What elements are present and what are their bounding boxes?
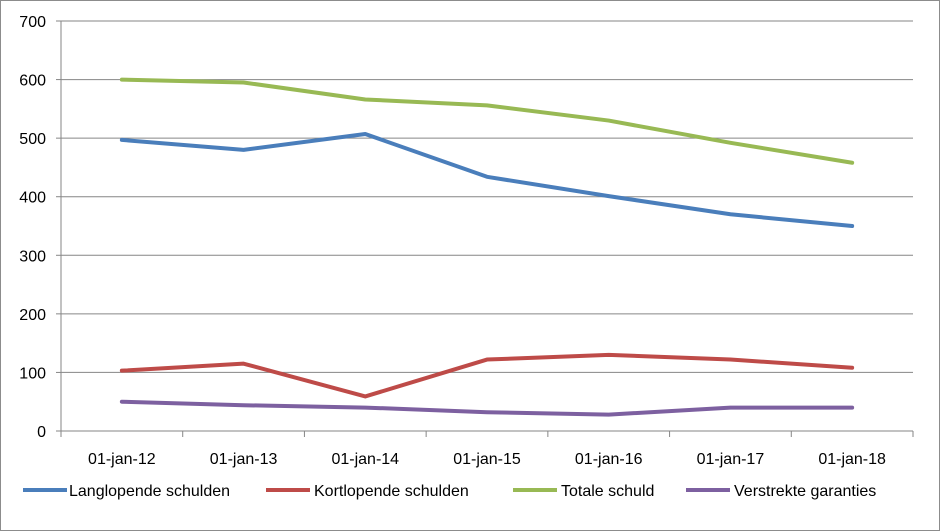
y-tick-label: 100 [19, 365, 46, 382]
x-tick-label: 01-jan-17 [697, 451, 765, 468]
legend-label: Verstrekte garanties [734, 483, 876, 500]
y-tick-label: 600 [19, 73, 46, 90]
x-tick-label: 01-jan-13 [210, 451, 278, 468]
series-line-3 [119, 77, 855, 165]
gridlines [61, 20, 913, 373]
legend-label: Totale schuld [561, 483, 654, 500]
x-axis-ticks: 01-jan-12 01-jan-13 01-jan-14 01-jan-15 01-j… [60, 431, 914, 468]
legend: Langlopende schulden Kortlopende schulden… [23, 483, 876, 500]
y-tick-label: 700 [19, 14, 46, 31]
y-axis-ticks: 0 100 200 300 400 500 600 700 [19, 14, 61, 441]
x-tick-label: 01-jan-16 [575, 451, 643, 468]
y-tick-label: 300 [19, 248, 46, 265]
y-tick-label: 0 [37, 424, 46, 441]
legend-label: Langlopende schulden [69, 483, 230, 500]
series-line-4 [119, 399, 855, 417]
x-tick-label: 01-jan-12 [88, 451, 156, 468]
x-tick-label: 01-jan-18 [818, 451, 886, 468]
y-tick-label: 400 [19, 190, 46, 207]
legend-label: Kortlopende schulden [314, 483, 469, 500]
series-line-2 [119, 352, 855, 399]
y-tick-label: 200 [19, 307, 46, 324]
x-tick-label: 01-jan-15 [453, 451, 521, 468]
axes [60, 21, 913, 432]
x-tick-label: 01-jan-14 [331, 451, 399, 468]
series-line-1 [119, 132, 855, 228]
series-lines [119, 77, 855, 417]
y-tick-label: 500 [19, 131, 46, 148]
